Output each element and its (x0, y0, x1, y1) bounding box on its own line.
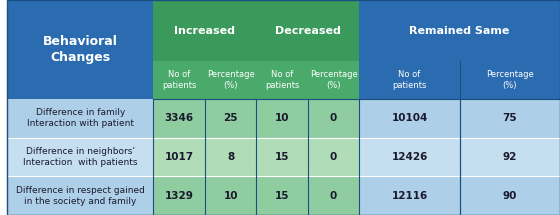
Bar (359, 176, 460, 215)
Bar (256, 99, 308, 138)
Text: 3346: 3346 (165, 113, 194, 123)
Text: Percentage
(%): Percentage (%) (207, 70, 255, 90)
Bar (256, 61, 308, 99)
Text: Decreased: Decreased (275, 26, 340, 36)
Bar (460, 176, 560, 215)
Text: 0: 0 (330, 191, 337, 201)
Bar (153, 99, 205, 138)
Bar (460, 61, 560, 99)
Bar (153, 0, 256, 61)
Text: No of
patients: No of patients (162, 70, 197, 90)
Bar (359, 99, 460, 138)
Text: Difference in neighbors’
Interaction  with patients: Difference in neighbors’ Interaction wit… (23, 147, 137, 167)
Text: 12426: 12426 (391, 152, 428, 162)
Bar (205, 61, 256, 99)
Bar (359, 0, 560, 61)
Text: 15: 15 (275, 152, 290, 162)
Text: Percentage
(%): Percentage (%) (310, 70, 357, 90)
Text: 0: 0 (330, 113, 337, 123)
Text: Remained Same: Remained Same (409, 26, 510, 36)
Text: 10: 10 (275, 113, 290, 123)
Bar (205, 138, 256, 176)
Text: Percentage
(%): Percentage (%) (486, 70, 534, 90)
Bar (256, 0, 359, 61)
Text: 10: 10 (223, 191, 238, 201)
Text: Increased: Increased (174, 26, 235, 36)
Text: 12116: 12116 (391, 191, 428, 201)
Bar (256, 138, 308, 176)
Bar (7, 138, 153, 176)
Bar (7, 176, 153, 215)
Bar (205, 176, 256, 215)
Text: 75: 75 (503, 113, 517, 123)
Text: 15: 15 (275, 191, 290, 201)
Bar (308, 176, 359, 215)
Text: 90: 90 (503, 191, 517, 201)
Text: 0: 0 (330, 152, 337, 162)
Text: No of
patients: No of patients (393, 70, 427, 90)
Text: Difference in family
Interaction with patient: Difference in family Interaction with pa… (27, 108, 134, 128)
Text: No of
patients: No of patients (265, 70, 299, 90)
Text: 1329: 1329 (165, 191, 194, 201)
Text: 25: 25 (223, 113, 238, 123)
Bar (359, 61, 460, 99)
Bar (460, 138, 560, 176)
Bar (460, 99, 560, 138)
Text: 1017: 1017 (165, 152, 194, 162)
Bar (308, 61, 359, 99)
Bar (308, 138, 359, 176)
Bar (359, 138, 460, 176)
Text: Behavioral
Changes: Behavioral Changes (43, 35, 118, 64)
Bar (7, 0, 153, 99)
Bar (153, 138, 205, 176)
Text: 10104: 10104 (391, 113, 428, 123)
Text: 8: 8 (227, 152, 234, 162)
Bar (308, 99, 359, 138)
Text: 92: 92 (503, 152, 517, 162)
Bar (153, 61, 205, 99)
Bar (153, 176, 205, 215)
Bar (205, 99, 256, 138)
Bar (256, 176, 308, 215)
Text: Difference in respect gained
in the society and family: Difference in respect gained in the soci… (16, 186, 144, 206)
Bar (7, 99, 153, 138)
